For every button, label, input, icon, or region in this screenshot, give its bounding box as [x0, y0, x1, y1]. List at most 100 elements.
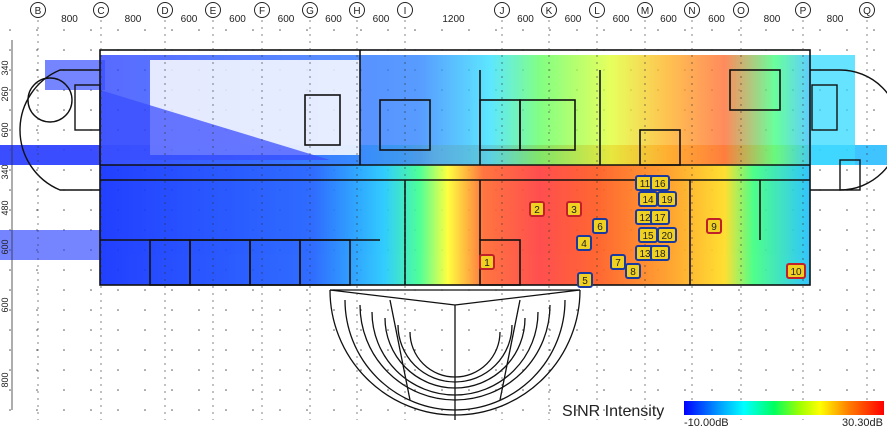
- svg-text:15: 15: [642, 231, 654, 242]
- column-marker: [93, 2, 109, 18]
- column-spacing-label: 600: [181, 14, 198, 25]
- column-spacing-label: 1200: [442, 14, 465, 25]
- column-spacing-label: 600: [708, 14, 725, 25]
- svg-text:13: 13: [639, 249, 651, 260]
- access-point-2: 2: [529, 201, 545, 217]
- column-marker-label: N: [688, 6, 695, 17]
- access-point-9: 9: [706, 218, 722, 234]
- svg-text:16: 16: [654, 179, 666, 190]
- column-marker: [541, 2, 557, 18]
- access-point-10: 10: [786, 263, 806, 279]
- row-spacing-label: 260: [0, 86, 10, 101]
- column-marker: [684, 2, 700, 18]
- legend-min-label: -10.00dB: [684, 417, 729, 429]
- access-point-11: 11: [635, 175, 655, 191]
- row-spacing-label: 480: [0, 200, 10, 215]
- row-spacing-label: 340: [0, 164, 10, 179]
- access-point-15: 15: [638, 227, 658, 243]
- row-spacing-label: 340: [0, 60, 10, 75]
- column-marker-label: Q: [863, 6, 871, 17]
- row-spacing-label: 600: [0, 122, 10, 137]
- svg-text:19: 19: [661, 195, 673, 206]
- svg-text:14: 14: [642, 195, 654, 206]
- svg-text:9: 9: [711, 222, 717, 233]
- column-marker-label: O: [737, 6, 745, 17]
- column-marker: [733, 2, 749, 18]
- access-point-4: 4: [576, 235, 592, 251]
- column-marker-label: H: [353, 6, 360, 17]
- legend: SINR Intensity -10.00dB 30.30dB: [562, 398, 887, 430]
- column-spacing-label: 600: [373, 14, 390, 25]
- row-spacing-label: 800: [0, 372, 10, 387]
- column-spacing-label: 800: [827, 14, 844, 25]
- column-marker-label: B: [35, 6, 42, 17]
- column-marker-label: G: [306, 6, 314, 17]
- column-marker-label: J: [500, 6, 505, 17]
- access-point-18: 18: [650, 245, 670, 261]
- column-marker: [205, 2, 221, 18]
- column-marker-label: E: [210, 6, 217, 17]
- column-spacing-label: 600: [278, 14, 295, 25]
- svg-text:17: 17: [654, 213, 666, 224]
- svg-text:2: 2: [534, 205, 540, 216]
- column-spacing-label: 600: [517, 14, 534, 25]
- column-marker-label: L: [594, 6, 600, 17]
- column-marker-label: C: [97, 6, 104, 17]
- column-marker-label: F: [259, 6, 265, 17]
- right-wing: [810, 69, 887, 191]
- column-marker: [795, 2, 811, 18]
- auditorium: [329, 289, 581, 420]
- svg-text:8: 8: [630, 267, 636, 278]
- column-spacing-label: 600: [613, 14, 630, 25]
- column-marker-label: D: [161, 6, 168, 17]
- column-spacing-label: 600: [565, 14, 582, 25]
- svg-text:12: 12: [639, 213, 651, 224]
- column-marker: [589, 2, 605, 18]
- svg-text:10: 10: [790, 267, 802, 278]
- access-point-20: 20: [657, 227, 677, 243]
- row-spacing-label: 600: [0, 239, 10, 254]
- left-wing: [19, 69, 101, 191]
- column-spacing-label: 800: [125, 14, 142, 25]
- row-spacing-label: 600: [0, 297, 10, 312]
- column-marker-label: P: [800, 6, 807, 17]
- column-marker-label: I: [404, 6, 407, 17]
- svg-text:5: 5: [582, 276, 588, 287]
- column-marker-label: K: [546, 6, 553, 17]
- column-spacing-label: 600: [325, 14, 342, 25]
- access-point-6: 6: [592, 218, 608, 234]
- column-marker: [157, 2, 173, 18]
- svg-text:3: 3: [571, 205, 577, 216]
- access-point-12: 12: [635, 209, 655, 225]
- access-point-7: 7: [610, 254, 626, 270]
- legend-max-label: 30.30dB: [842, 417, 883, 429]
- column-marker: [397, 2, 413, 18]
- column-marker: [254, 2, 270, 18]
- access-point-17: 17: [650, 209, 670, 225]
- column-spacing-label: 600: [660, 14, 677, 25]
- access-point-8: 8: [625, 263, 641, 279]
- sinr-heatmap: [0, 55, 887, 285]
- column-marker-label: M: [641, 6, 649, 17]
- svg-text:1: 1: [484, 258, 490, 269]
- column-marker: [494, 2, 510, 18]
- column-marker: [859, 2, 875, 18]
- legend-color-bar: [684, 401, 884, 415]
- column-spacing-label: 800: [764, 14, 781, 25]
- access-point-5: 5: [577, 272, 593, 288]
- svg-text:18: 18: [654, 249, 666, 260]
- column-marker: [30, 2, 46, 18]
- svg-text:4: 4: [581, 239, 587, 250]
- access-point-19: 19: [657, 191, 677, 207]
- column-marker: [302, 2, 318, 18]
- building-walls: [99, 49, 811, 286]
- svg-text:6: 6: [597, 222, 603, 233]
- column-spacing-label: 600: [229, 14, 246, 25]
- access-point-3: 3: [566, 201, 582, 217]
- access-point-14: 14: [638, 191, 658, 207]
- svg-text:11: 11: [640, 179, 651, 190]
- svg-text:7: 7: [615, 258, 621, 269]
